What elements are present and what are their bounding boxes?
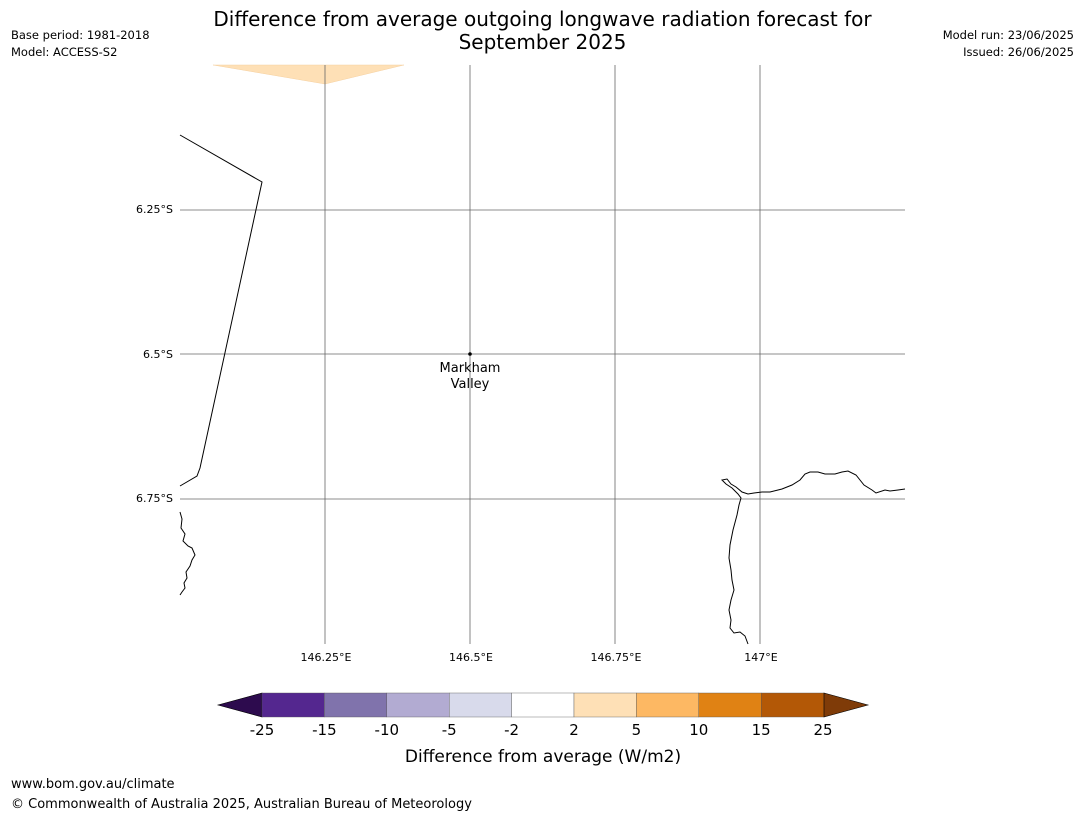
colorbar-segment-5 xyxy=(511,692,575,718)
coastline-southwest xyxy=(179,511,196,596)
colorbar: -25 -15 -10 -5 -2 2 5 10 15 25 Differenc… xyxy=(216,692,870,767)
colorbar-tick-label: 15 xyxy=(752,721,771,739)
anomaly-region xyxy=(212,64,405,85)
lon-label-146-75: 146.75°E xyxy=(591,651,642,664)
lon-label-146-25: 146.25°E xyxy=(301,651,352,664)
colorbar-segment-3 xyxy=(386,692,450,718)
map-title-line2: September 2025 xyxy=(458,30,627,54)
lat-label-6-25: 6.25°S xyxy=(136,203,173,216)
map-title: Difference from average outgoing longwav… xyxy=(150,8,935,54)
map-panel: Markham Valley 6.25°S 6.5°S 6.75°S 146.2… xyxy=(136,64,906,664)
coastlines xyxy=(179,134,906,645)
colorbar-tick-label: -15 xyxy=(312,721,337,739)
border-line-west xyxy=(179,134,263,487)
colorbar-segments xyxy=(261,692,825,718)
colorbar-segment-9 xyxy=(761,692,825,718)
colorbar-segment-4 xyxy=(449,692,512,718)
colorbar-segment-8 xyxy=(698,692,762,718)
meta-left: Base period: 1981-2018 Model: ACCESS-S2 xyxy=(11,27,150,61)
colorbar-segment-2 xyxy=(324,692,387,718)
colorbar-tick-label: -10 xyxy=(375,721,400,739)
colorbar-label: Difference from average (W/m2) xyxy=(405,747,681,767)
map-title-line1: Difference from average outgoing longwav… xyxy=(213,7,872,31)
place-label-line2: Valley xyxy=(451,377,490,392)
colorbar-tick-label: -2 xyxy=(504,721,519,739)
colorbar-tick-labels: -25 -15 -10 -5 -2 2 5 10 15 25 xyxy=(250,721,833,739)
colorbar-extend-low xyxy=(216,692,263,718)
colorbar-tick-label: -25 xyxy=(250,721,275,739)
markham-valley-marker xyxy=(468,352,472,356)
coastline-southeast xyxy=(720,470,906,645)
website-text: www.bom.gov.au/climate xyxy=(11,777,175,792)
lat-label-6-75: 6.75°S xyxy=(136,492,173,505)
meta-right: Model run: 23/06/2025 Issued: 26/06/2025 xyxy=(943,27,1074,61)
colorbar-extend-high xyxy=(823,692,870,718)
colorbar-tick-label: 10 xyxy=(689,721,708,739)
lon-label-147: 147°E xyxy=(744,651,777,664)
place-label-line1: Markham xyxy=(440,361,501,376)
lon-label-146-5: 146.5°E xyxy=(449,651,493,664)
model-run-text: Model run: 23/06/2025 xyxy=(942,28,1074,42)
colorbar-tick-label: 2 xyxy=(569,721,579,739)
base-period-text: Base period: 1981-2018 xyxy=(11,28,150,42)
gridlines xyxy=(180,65,905,644)
footer: www.bom.gov.au/climate © Commonwealth of… xyxy=(11,775,472,815)
colorbar-tick-label: -5 xyxy=(442,721,457,739)
copyright-text: © Commonwealth of Australia 2025, Austra… xyxy=(11,797,472,812)
colorbar-segment-6 xyxy=(573,692,637,718)
colorbar-tick-label: 25 xyxy=(813,721,832,739)
lat-label-6-5: 6.5°S xyxy=(143,348,173,361)
model-text: Model: ACCESS-S2 xyxy=(11,45,118,59)
colorbar-segment-1 xyxy=(261,692,325,718)
colorbar-segment-7 xyxy=(636,692,700,718)
issued-text: Issued: 26/06/2025 xyxy=(963,45,1074,59)
colorbar-tick-label: 5 xyxy=(632,721,642,739)
